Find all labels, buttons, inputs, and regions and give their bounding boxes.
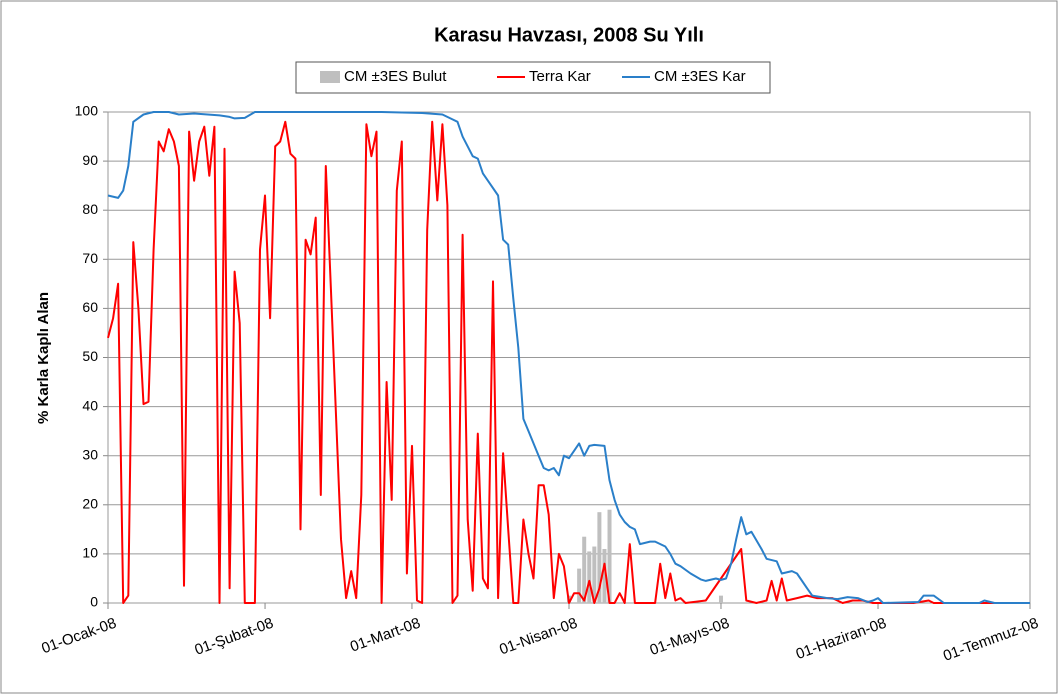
y-tick-label: 0	[90, 594, 98, 610]
y-tick-label: 80	[82, 201, 98, 217]
y-tick-label: 60	[82, 299, 98, 315]
y-tick-label: 90	[82, 152, 98, 168]
y-tick-label: 50	[82, 348, 98, 364]
line	[107, 111, 1030, 604]
bar	[602, 548, 607, 603]
legend-box	[295, 61, 771, 94]
bar	[577, 568, 582, 603]
legend-label: CM ±3ES Bulut	[344, 68, 447, 85]
bar	[597, 512, 602, 603]
y-tick-label: 20	[82, 496, 98, 512]
bar	[592, 546, 597, 603]
bar	[607, 509, 612, 603]
legend-label: CM ±3ES Kar	[654, 68, 746, 85]
y-tick-label: 100	[75, 103, 99, 119]
bar	[582, 536, 587, 603]
legend-swatch	[320, 71, 340, 83]
y-tick-label: 30	[82, 446, 98, 462]
line	[107, 120, 1030, 604]
chart-title: Karasu Havzası, 2008 Su Yılı	[434, 24, 704, 46]
y-tick-label: 10	[82, 545, 98, 561]
bar	[718, 595, 723, 603]
y-tick-label: 40	[82, 397, 98, 413]
bar	[587, 551, 592, 603]
y-tick-label: 70	[82, 250, 98, 266]
y-axis-label: % Karla Kaplı Alan	[35, 292, 52, 424]
legend-label: Terra Kar	[529, 68, 591, 85]
